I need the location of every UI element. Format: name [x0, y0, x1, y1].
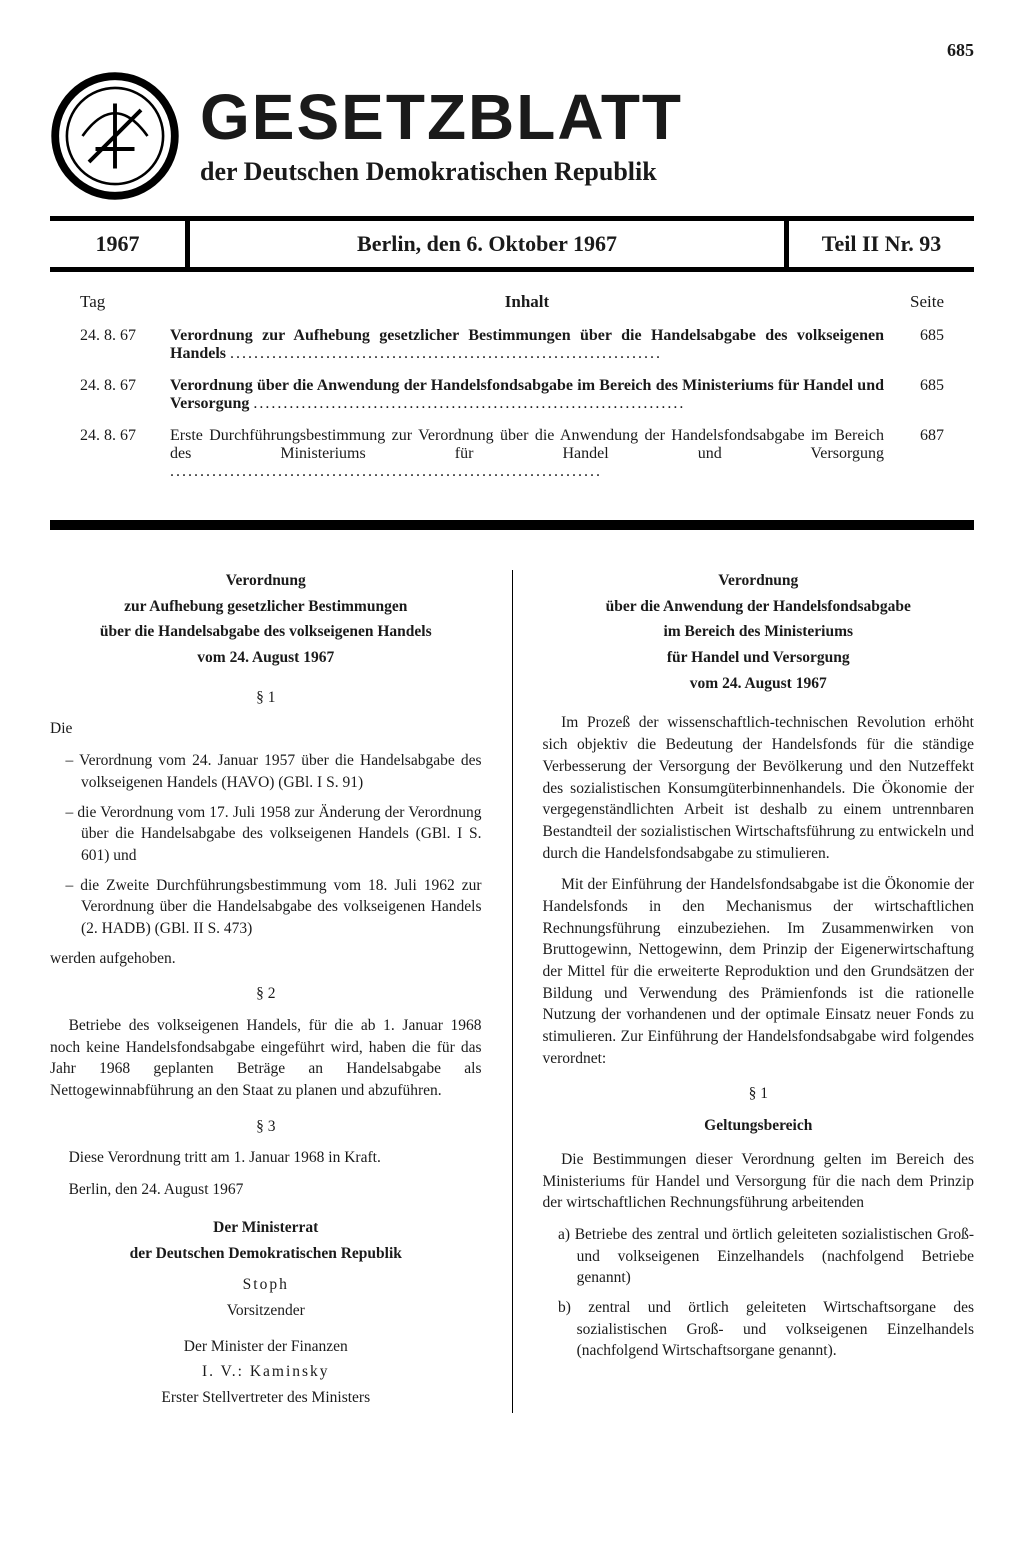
toc-row: 24. 8. 67Verordnung zur Aufhebung gesetz… [80, 327, 944, 363]
toc-header-seite: Seite [884, 292, 944, 312]
list-item: – Verordnung vom 24. Januar 1957 über di… [50, 750, 482, 793]
sig-role: Erster Stellvertreter des Ministers [50, 1387, 482, 1409]
list-item: – die Verordnung vom 17. Juli 1958 zur Ä… [50, 802, 482, 867]
toc-text: Erste Durchführungsbestimmung zur Verord… [170, 427, 884, 481]
paragraph: Diese Verordnung tritt am 1. Januar 1968… [50, 1147, 482, 1169]
list-item: a) Betriebe des zentral und örtlich gele… [543, 1224, 975, 1289]
ddr-emblem [50, 71, 180, 201]
sig-name: I. V.: Kaminsky [50, 1361, 482, 1383]
place-date: Berlin, den 24. August 1967 [50, 1179, 482, 1201]
article-title: über die Anwendung der Handelsfondsabgab… [543, 596, 975, 618]
section-number: § 1 [543, 1083, 975, 1105]
toc-row: 24. 8. 67Verordnung über die Anwendung d… [80, 377, 944, 413]
toc-date: 24. 8. 67 [80, 427, 170, 445]
header-date: Berlin, den 6. Oktober 1967 [190, 221, 784, 267]
subtitle: der Deutschen Demokratischen Republik [200, 157, 974, 187]
section-heading: Geltungsbereich [543, 1115, 975, 1137]
section-number: § 3 [50, 1116, 482, 1138]
column-divider [512, 570, 513, 1413]
main-title: GESETZBLATT [200, 85, 974, 149]
paragraph: Im Prozeß der wissenschaftlich-technisch… [543, 712, 975, 864]
sig-role: Vorsitzender [50, 1300, 482, 1322]
divider-rule [50, 520, 974, 530]
title-block: GESETZBLATT der Deutschen Demokratischen… [200, 85, 974, 187]
sig-name: Stoph [50, 1274, 482, 1296]
article-title: Verordnung [543, 570, 975, 592]
section-number: § 1 [50, 687, 482, 709]
toc-page: 685 [884, 377, 944, 395]
article-title: zur Aufhebung gesetzlicher Bestimmungen [50, 596, 482, 618]
header-year: 1967 [50, 221, 190, 267]
toc-text: Verordnung zur Aufhebung gesetzlicher Be… [170, 327, 884, 363]
toc-header-inhalt: Inhalt [170, 292, 884, 312]
article-title: für Handel und Versorgung [543, 647, 975, 669]
toc-header-tag: Tag [80, 292, 170, 312]
toc-text: Verordnung über die Anwendung der Handel… [170, 377, 884, 413]
page-number: 685 [50, 40, 974, 61]
article-title: über die Handelsabgabe des volkseigenen … [50, 621, 482, 643]
header-issue: Teil II Nr. 93 [784, 221, 974, 267]
sig-org: der Deutschen Demokratischen Republik [50, 1243, 482, 1265]
header-bar: 1967 Berlin, den 6. Oktober 1967 Teil II… [50, 216, 974, 272]
signature-block: Der Ministerrat der Deutschen Demokratis… [50, 1217, 482, 1409]
toc-page: 685 [884, 327, 944, 345]
body-columns: Verordnung zur Aufhebung gesetzlicher Be… [50, 570, 974, 1413]
paragraph: Mit der Einführung der Handelsfondsabgab… [543, 874, 975, 1069]
article-title: Verordnung [50, 570, 482, 592]
paragraph: Die Bestimmungen dieser Verordnung gelte… [543, 1149, 975, 1214]
paragraph: werden aufgehoben. [50, 948, 482, 970]
toc-date: 24. 8. 67 [80, 327, 170, 345]
list-item: – die Zweite Durchführungsbestimmung vom… [50, 875, 482, 940]
masthead: GESETZBLATT der Deutschen Demokratischen… [50, 71, 974, 201]
article-date: vom 24. August 1967 [543, 673, 975, 695]
left-column: Verordnung zur Aufhebung gesetzlicher Be… [50, 570, 482, 1413]
article-title: im Bereich des Ministeriums [543, 621, 975, 643]
toc-date: 24. 8. 67 [80, 377, 170, 395]
article-date: vom 24. August 1967 [50, 647, 482, 669]
paragraph: Die [50, 718, 482, 740]
toc-row: 24. 8. 67Erste Durchführungsbestimmung z… [80, 427, 944, 481]
section-number: § 2 [50, 983, 482, 1005]
table-of-contents: Tag Inhalt Seite 24. 8. 67Verordnung zur… [50, 272, 974, 520]
sig-org: Der Ministerrat [50, 1217, 482, 1239]
toc-page: 687 [884, 427, 944, 445]
paragraph: Betriebe des volkseigenen Handels, für d… [50, 1015, 482, 1102]
sig-org: Der Minister der Finanzen [50, 1336, 482, 1358]
right-column: Verordnung über die Anwendung der Handel… [543, 570, 975, 1413]
list-item: b) zentral und örtlich geleiteten Wirtsc… [543, 1297, 975, 1362]
